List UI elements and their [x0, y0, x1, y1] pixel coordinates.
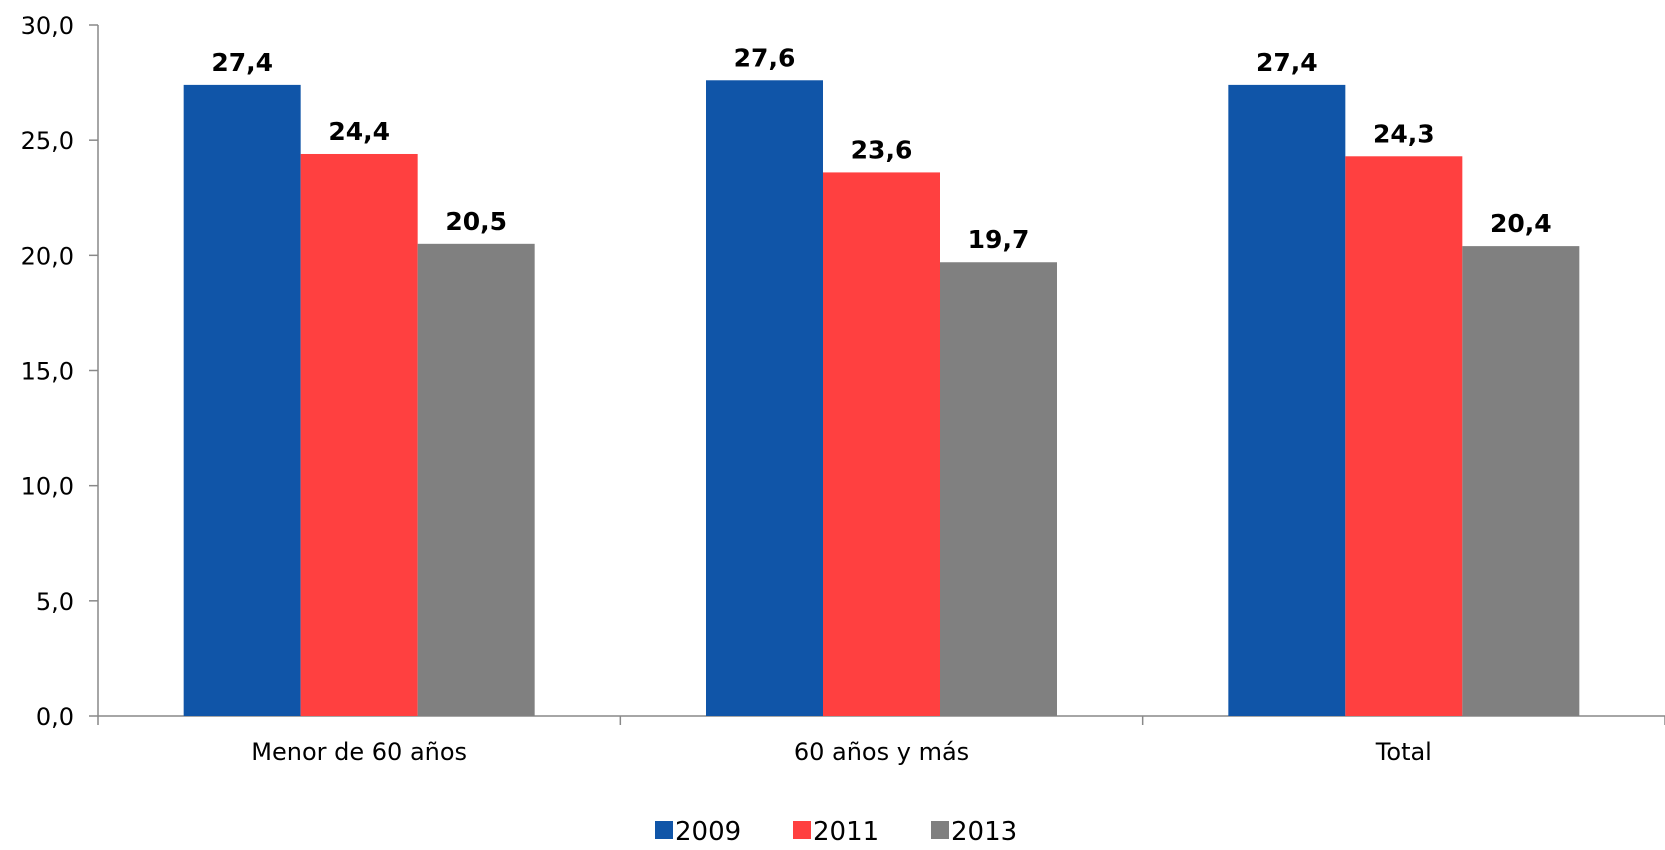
legend-label: 2013 [951, 817, 1017, 847]
data-label: 27,4 [1256, 48, 1318, 77]
y-tick-label: 5,0 [36, 588, 74, 616]
bar-2009-0 [183, 84, 301, 717]
y-tick-label: 30,0 [21, 12, 74, 40]
data-labels: 27,4 24,4 20,5 27,6 23,6 19,7 27,4 24,3 20,4 [211, 43, 1551, 254]
bars [183, 80, 1580, 717]
data-label: 19,7 [968, 225, 1030, 254]
y-tick-label: 10,0 [21, 473, 74, 501]
data-label: 27,6 [734, 43, 796, 72]
bar-2009-2 [1228, 84, 1346, 717]
y-tick-label: 25,0 [21, 127, 74, 155]
x-axis: Menor de 60 años 60 años y más Total [97, 715, 1665, 766]
y-tick-label: 0,0 [36, 703, 74, 731]
x-category-label: 60 años y más [794, 738, 969, 766]
y-axis: 0,0 5,0 10,0 15,0 20,0 25,0 30,0 [21, 12, 99, 731]
x-category-label: Menor de 60 años [251, 738, 467, 766]
bar-2013-0 [417, 243, 535, 717]
bar-2011-0 [300, 153, 418, 716]
x-category-label: Total [1375, 738, 1432, 766]
legend: 2009 2011 2013 [655, 817, 1017, 847]
bar-2011-1 [823, 172, 940, 716]
data-label: 20,4 [1490, 209, 1552, 238]
data-label: 20,5 [445, 207, 507, 236]
y-tick-label: 20,0 [21, 242, 74, 270]
bar-2013-2 [1462, 246, 1580, 716]
y-tick-label: 15,0 [21, 358, 74, 386]
bar-2011-2 [1345, 156, 1463, 717]
data-label: 23,6 [851, 135, 913, 164]
legend-label: 2009 [675, 817, 741, 847]
data-label: 24,4 [328, 117, 390, 146]
data-label: 24,3 [1373, 119, 1435, 148]
bar-2013-1 [940, 262, 1057, 716]
legend-swatch [931, 821, 949, 839]
legend-label: 2011 [813, 817, 879, 847]
legend-swatch [793, 821, 811, 839]
data-label: 27,4 [211, 48, 273, 77]
legend-swatch [655, 821, 673, 839]
bar-2009-1 [706, 80, 823, 716]
